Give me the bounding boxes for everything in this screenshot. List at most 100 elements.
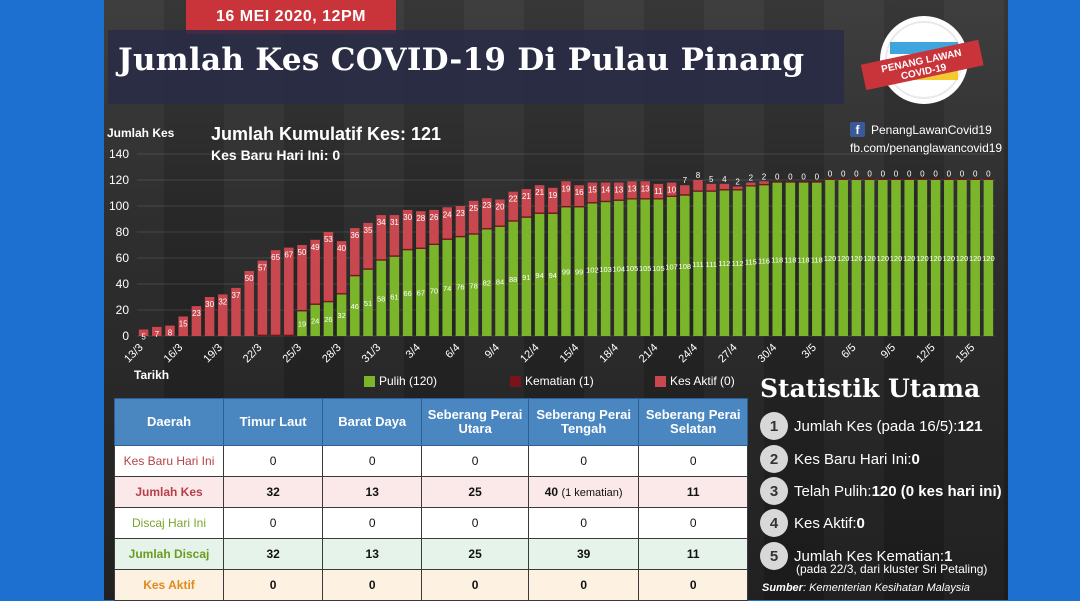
table-row: Kes Aktif 0 0 0 0 0 xyxy=(113,569,748,601)
data-label-pulih: 118 xyxy=(811,255,823,264)
data-label-pulih: 78 xyxy=(469,281,477,290)
x-tick-label: 3/4 xyxy=(404,342,423,361)
table-cell: 13 xyxy=(322,538,423,570)
data-label-pulih: 105 xyxy=(652,264,665,273)
bar-pulih xyxy=(693,191,703,336)
x-tick-label: 31/3 xyxy=(360,342,384,366)
data-label-aktif: 0 xyxy=(828,170,833,179)
stat-item: 2 Kes Baru Hari Ini: 0 xyxy=(760,445,920,473)
stat-value: 120 (0 kes hari ini) xyxy=(871,482,1002,500)
stat-item: 5 Jumlah Kes Kematian: 1 xyxy=(760,542,952,570)
date-banner: 16 MEI 2020, 12PM xyxy=(186,0,396,34)
data-label-aktif: 0 xyxy=(788,172,793,181)
data-label-aktif: 4 xyxy=(722,175,727,184)
stats-title: Statistik Utama xyxy=(760,374,981,403)
stat-number-badge: 3 xyxy=(760,477,788,505)
data-label-pulih: 108 xyxy=(679,262,692,271)
legend-aktif: Kes Aktif (0) xyxy=(655,374,735,388)
bar-pulih xyxy=(864,180,875,336)
bar-aktif xyxy=(508,191,518,221)
data-label-aktif: 0 xyxy=(933,170,938,179)
stat-number-badge: 1 xyxy=(760,412,788,440)
data-label-pulih: 115 xyxy=(745,257,757,266)
stat-value: 0 xyxy=(856,514,865,532)
bar-kematian xyxy=(574,206,584,208)
table-cell: 0 xyxy=(527,445,640,477)
bar-kematian xyxy=(706,190,716,192)
bar-kematian xyxy=(680,194,690,196)
facebook-icon: f xyxy=(850,122,865,137)
bar-kematian xyxy=(495,225,505,227)
table-cell: 0 xyxy=(638,569,748,601)
bar-kematian xyxy=(759,183,769,186)
bar-kematian xyxy=(323,300,334,303)
facebook-handle[interactable]: f PenangLawanCovid19 xyxy=(850,122,992,137)
table-cell: 0 xyxy=(527,569,640,601)
stat-item: 1 Jumlah Kes (pada 16/5): 121 xyxy=(760,412,982,440)
bar-pulih xyxy=(376,260,386,336)
bar-pulih xyxy=(640,199,650,336)
x-tick-label: 9/4 xyxy=(483,342,502,361)
legend-label-aktif: Kes Aktif (0) xyxy=(670,374,735,388)
table-cell: 0 xyxy=(223,569,324,601)
data-label-pulih: 82 xyxy=(483,279,491,288)
data-label-pulih: 76 xyxy=(456,283,464,292)
bar-pulih xyxy=(455,237,466,336)
data-label-pulih: 24 xyxy=(311,316,319,325)
bar-pulih xyxy=(970,180,980,336)
title-bar xyxy=(108,30,844,104)
penang-lawan-logo: PENANG LAWAN COVID-19 xyxy=(860,16,984,104)
table-cell: 0 xyxy=(421,445,529,477)
data-label-aktif: 32 xyxy=(218,297,227,306)
x-tick-label: 28/3 xyxy=(320,342,344,366)
facebook-url[interactable]: fb.com/penanglawancovid19 xyxy=(850,141,1003,155)
bar-aktif xyxy=(402,209,413,249)
x-tick-label: 25/3 xyxy=(280,342,304,366)
bar-pulih xyxy=(402,250,413,336)
data-label-pulih: 70 xyxy=(430,287,438,296)
bar-kematian xyxy=(442,238,452,240)
table-cell: 0 xyxy=(223,445,324,477)
data-label-aktif: 20 xyxy=(496,203,505,212)
bar-kematian xyxy=(297,310,307,312)
bar-kematian xyxy=(970,178,980,180)
bar-aktif xyxy=(297,245,307,310)
bar-kematian xyxy=(561,206,571,208)
bar-aktif xyxy=(191,306,202,336)
row-label: Jumlah Kes xyxy=(113,476,225,508)
data-label-aktif: 13 xyxy=(614,186,623,195)
table-header: Barat Daya xyxy=(322,398,423,446)
data-label-pulih: 120 xyxy=(824,254,837,263)
data-label-pulih: 112 xyxy=(732,259,744,268)
bar-aktif xyxy=(204,297,215,336)
bar-aktif xyxy=(389,215,400,256)
bar-kematian xyxy=(363,268,373,270)
table-row: Jumlah Kes 32 13 25 40 (1 kematian) 11 xyxy=(113,476,748,508)
bar-pulih xyxy=(680,195,690,336)
bar-pulih xyxy=(429,245,439,336)
x-tick-label: 9/5 xyxy=(879,342,898,361)
bar-pulih xyxy=(759,185,769,336)
bar-aktif xyxy=(429,209,439,244)
data-label-pulih: 120 xyxy=(929,254,942,263)
bar-pulih xyxy=(416,248,426,336)
bar-kematian xyxy=(917,178,928,180)
bar-pulih xyxy=(930,180,941,336)
stat-number-badge: 2 xyxy=(760,445,788,473)
legend-label-pulih: Pulih (120) xyxy=(379,374,438,388)
bar-pulih xyxy=(917,180,928,336)
bar-pulih xyxy=(666,196,677,336)
data-label-pulih: 105 xyxy=(626,264,639,273)
data-label-aktif: 15 xyxy=(588,186,597,195)
data-label-aktif: 2 xyxy=(735,178,740,187)
bar-aktif xyxy=(376,215,386,260)
data-label-aktif: 37 xyxy=(232,291,241,300)
data-label-aktif: 8 xyxy=(168,329,173,338)
bar-aktif xyxy=(165,325,175,336)
bar-kematian xyxy=(666,195,677,197)
x-tick-label: 15/5 xyxy=(954,342,978,366)
bar-pulih xyxy=(495,226,505,336)
data-label-pulih: 74 xyxy=(443,284,451,293)
bar-kematian xyxy=(746,185,756,187)
